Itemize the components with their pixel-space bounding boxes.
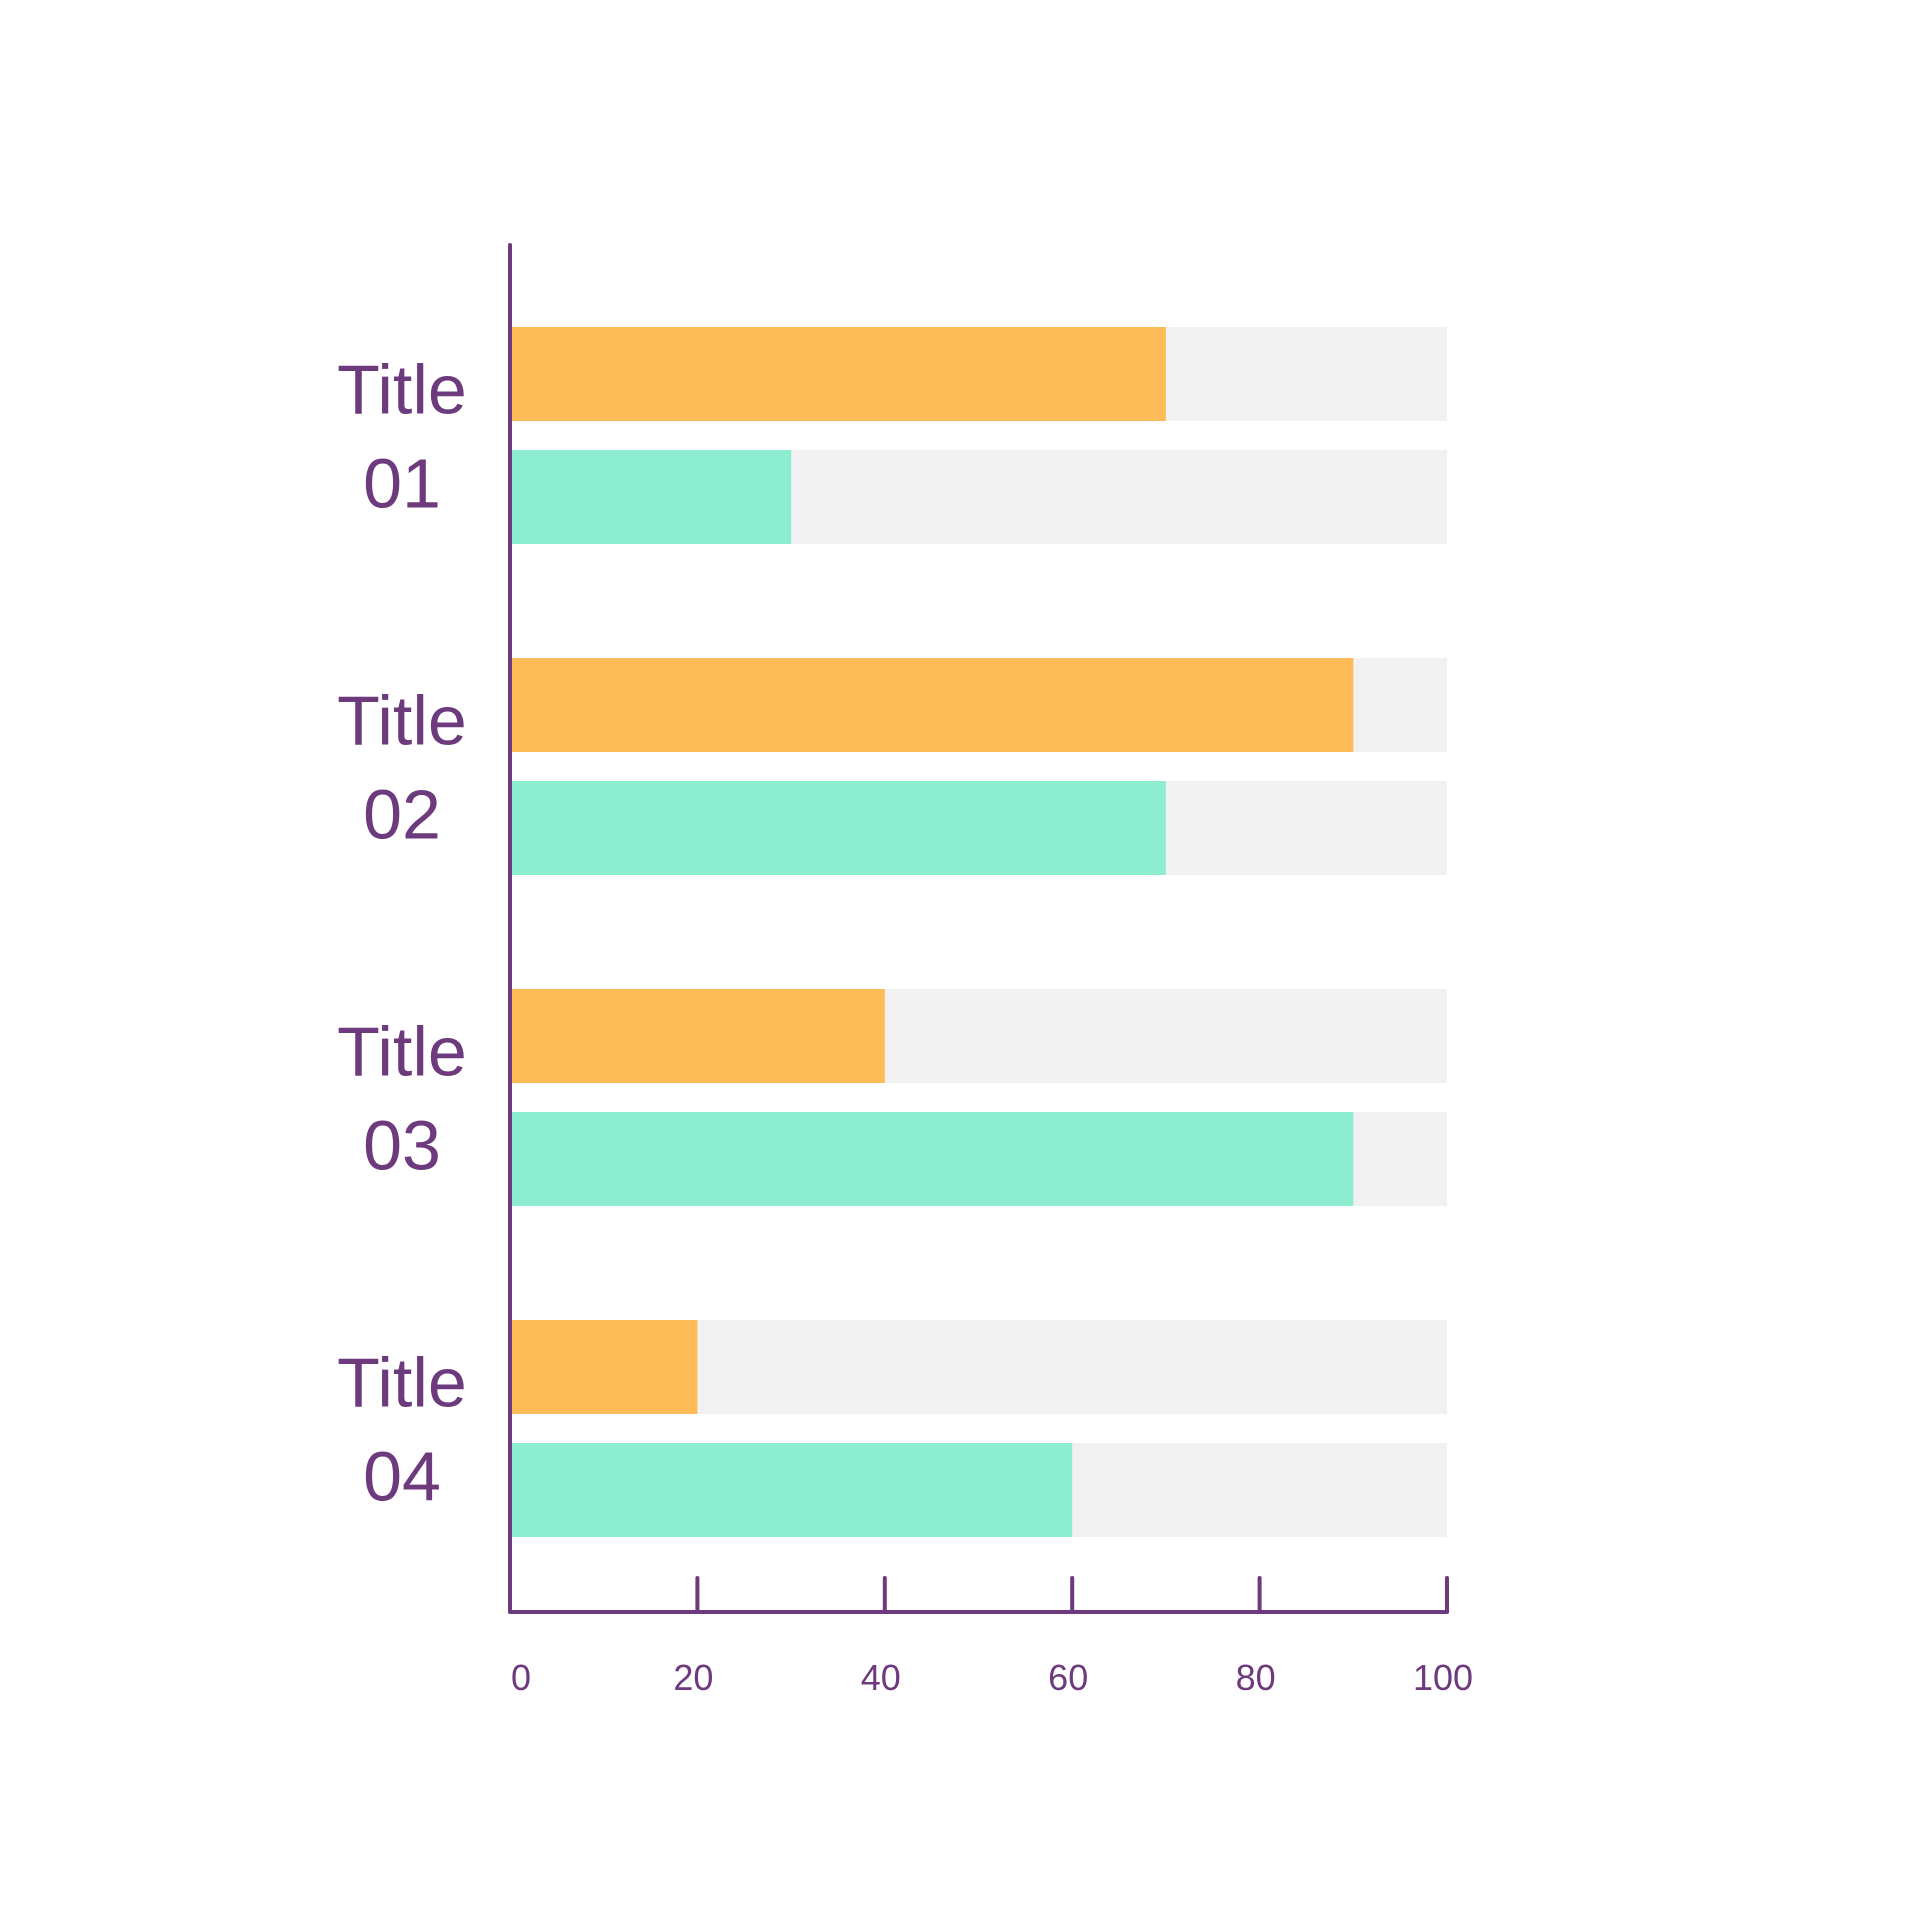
- category-labels: Title 01 Title 02 Title 03 Title 04: [337, 351, 467, 1516]
- bar: [510, 658, 1354, 752]
- category-label: Title: [337, 351, 467, 429]
- axes: [508, 243, 1449, 1614]
- category-label: 02: [363, 776, 441, 854]
- bars: [510, 327, 1354, 1537]
- bar: [510, 450, 792, 544]
- x-tick-labels: 0 20 40 60 80 100: [511, 1657, 1473, 1698]
- x-tick-label: 0: [511, 1657, 531, 1698]
- category-label: Title: [337, 682, 467, 760]
- category-label: 03: [363, 1107, 441, 1185]
- x-tick-label: 80: [1236, 1657, 1276, 1698]
- category-label: Title: [337, 1344, 467, 1422]
- x-tick-label: 40: [861, 1657, 901, 1698]
- x-tick-label: 100: [1413, 1657, 1473, 1698]
- bar: [510, 327, 1166, 421]
- category-label: 04: [363, 1438, 441, 1516]
- x-tick-label: 60: [1048, 1657, 1088, 1698]
- bar: [510, 1112, 1354, 1206]
- bar: [510, 781, 1166, 875]
- x-tick-label: 20: [673, 1657, 713, 1698]
- bar: [510, 989, 885, 1083]
- bar: [510, 1320, 698, 1414]
- bar: [510, 1443, 1073, 1537]
- category-label: Title: [337, 1013, 467, 1091]
- category-label: 01: [363, 445, 441, 523]
